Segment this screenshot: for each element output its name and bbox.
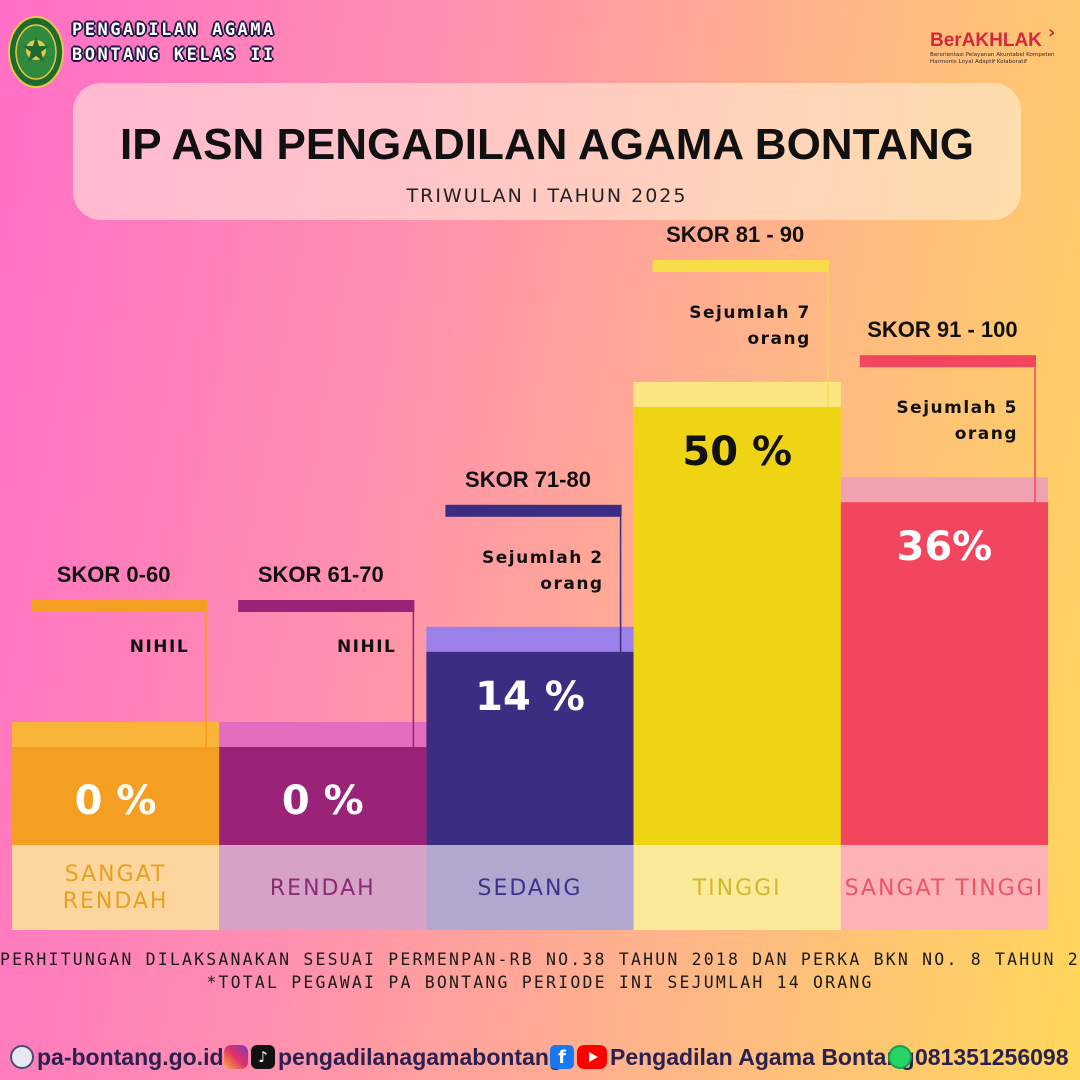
website-text: pa-bontang.go.id — [37, 1043, 224, 1070]
chevron-right-icon: › — [1048, 22, 1056, 43]
count-label-line2: orang — [747, 329, 810, 349]
whatsapp-icon — [888, 1045, 912, 1069]
count-label: NIHIL — [130, 637, 189, 657]
facebook-youtube-link[interactable]: f Pengadilan Agama Bontang — [550, 1040, 915, 1074]
tiktok-icon: ♪ — [251, 1045, 275, 1069]
youtube-icon — [577, 1045, 607, 1069]
category-band — [219, 845, 427, 930]
score-range-label: SKOR 81 - 90 — [666, 222, 804, 247]
score-flag — [31, 600, 208, 612]
bar-value-label: 50 % — [682, 429, 792, 475]
bar-cap — [12, 722, 220, 747]
instagram-tiktok-link[interactable]: ♪ pengadilanagamabontang — [224, 1040, 563, 1074]
category-label: TINGGI — [692, 876, 782, 901]
score-flag — [859, 355, 1036, 368]
category-band — [426, 845, 634, 930]
count-label-line2: orang — [540, 574, 603, 594]
facebook-youtube-text: Pengadilan Agama Bontang — [610, 1043, 915, 1070]
score-range-label: SKOR 61-70 — [258, 562, 384, 587]
globe-icon — [10, 1045, 34, 1069]
bar-value-label: 14 % — [475, 674, 585, 720]
score-range-label: SKOR 71-80 — [465, 467, 591, 492]
score-range-label: SKOR 91 - 100 — [867, 317, 1017, 342]
org-name-line2: BONTANG KELAS II — [72, 45, 276, 65]
instagram-tiktok-text: pengadilanagamabontang — [278, 1043, 563, 1070]
score-flag — [238, 600, 415, 612]
whatsapp-link[interactable]: 081351256098 — [888, 1040, 1069, 1074]
total-employee-note: *TOTAL PEGAWAI PA BONTANG PERIODE INI SE… — [206, 973, 874, 992]
count-label: NIHIL — [337, 637, 396, 657]
bar-cap — [633, 382, 841, 407]
bar — [633, 407, 841, 845]
court-emblem-icon — [8, 16, 64, 88]
bar — [12, 747, 220, 845]
score-range-label: SKOR 0-60 — [57, 562, 171, 587]
berakhlak-title: BerAKHLAK — [930, 30, 1042, 51]
category-label-line2: RENDAH — [63, 889, 169, 914]
category-label: RENDAH — [270, 876, 376, 901]
page-subtitle: TRIWULAN I TAHUN 2025 — [406, 185, 688, 207]
bar — [219, 747, 427, 845]
calculation-note: PERHITUNGAN DILAKSANAKAN SESUAI PERMENPA… — [0, 950, 1080, 969]
category-label-line1: SANGAT — [65, 862, 167, 887]
berakhlak-subtitle: Berorientasi Pelayanan Akuntabel Kompete… — [930, 52, 1055, 65]
title-card — [73, 83, 1021, 220]
count-label-line1: Sejumlah 5 — [896, 398, 1018, 418]
score-flag — [445, 504, 622, 517]
bar-cap — [840, 477, 1048, 503]
website-link[interactable]: pa-bontang.go.id — [10, 1040, 224, 1074]
category-band — [633, 845, 841, 930]
category-band — [840, 845, 1048, 930]
facebook-icon: f — [550, 1045, 574, 1069]
social-footer: pa-bontang.go.id ♪ pengadilanagamabontan… — [10, 1040, 1075, 1074]
category-label: SANGAT TINGGI — [845, 876, 1045, 901]
count-label-line1: Sejumlah 7 — [689, 303, 811, 323]
berakhlak-logo: BerAKHLAK › Berorientasi Pelayanan Akunt… — [930, 22, 1060, 74]
whatsapp-text: 081351256098 — [915, 1043, 1069, 1070]
category-label: SEDANG — [478, 876, 583, 901]
bar-cap — [426, 626, 634, 652]
page-title: IP ASN PENGADILAN AGAMA BONTANG — [120, 120, 974, 169]
bar — [426, 651, 634, 845]
instagram-icon — [224, 1045, 248, 1069]
bar — [840, 502, 1048, 845]
count-label-line1: Sejumlah 2 — [482, 548, 604, 568]
org-name-line1: PENGADILAN AGAMA — [72, 20, 276, 40]
bar-cap — [219, 722, 427, 747]
count-label-line2: orang — [955, 424, 1018, 444]
category-band — [12, 845, 220, 930]
score-flag — [652, 260, 829, 272]
bar-value-label: 0 % — [75, 778, 157, 824]
bar-value-label: 0 % — [282, 778, 364, 824]
bar-value-label: 36% — [897, 524, 993, 570]
